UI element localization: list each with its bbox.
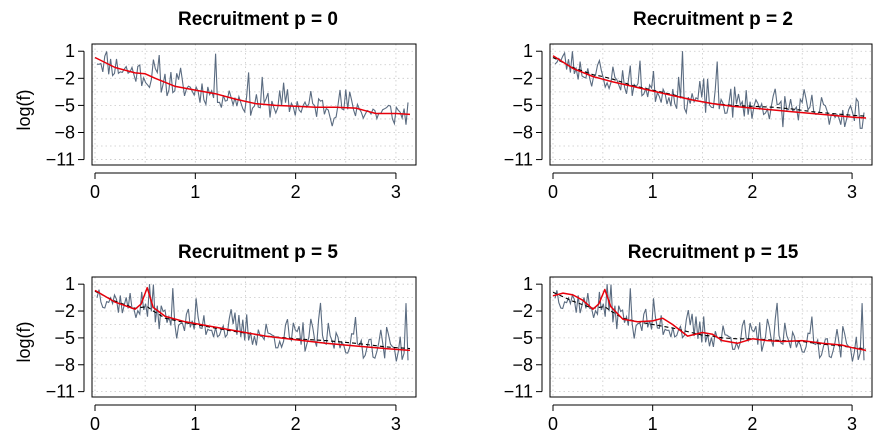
x-tick-label: 3 [391,414,401,434]
x-tick-label: 3 [847,414,857,434]
chart-title: Recruitment p = 2 [633,9,793,30]
x-tick-label: 2 [291,414,301,434]
y-tick-label: −5 [54,95,75,115]
y-tick-label: −8 [54,355,75,375]
y-tick-label: −2 [54,68,75,88]
y-tick-label: −11 [46,382,75,402]
x-tick-label: 0 [90,182,100,202]
x-tick-label: 2 [747,414,757,434]
y-tick-label: −8 [512,355,533,375]
chart-panel-p5: Recruitment p = 5 log(f) 1 −2 −5 −8 −11 0 1 2 3 [14,242,417,434]
y-tick-label: 1 [65,274,75,294]
x-tick-label: 2 [747,182,757,202]
chart-panel-p15: Recruitment p = 15 1 −2 −5 −8 −11 0 1 2 3 [504,242,873,434]
chart-panel-p2: Recruitment p = 2 1 −2 −5 −8 −11 0 1 2 3 [504,9,873,202]
y-tick-label: −11 [504,150,533,170]
smooth-estimate-line [94,286,411,352]
y-axis-label: log(f) [14,89,34,130]
y-tick-label: −11 [46,150,75,170]
y-tick-label: −8 [512,122,533,142]
smooth-estimate-line [94,56,411,116]
y-tick-label: 1 [523,41,533,61]
chart-title: Recruitment p = 15 [628,242,799,263]
y-tick-label: −5 [512,95,533,115]
raw-periodogram-line [554,51,865,129]
y-tick-label: 1 [65,41,75,61]
y-tick-label: −11 [504,382,533,402]
y-tick-label: −2 [512,68,533,88]
plot-box [549,43,873,166]
plot-box [91,43,417,166]
x-tick-label: 1 [648,182,658,202]
smooth-estimate-line [552,55,867,119]
x-tick-label: 2 [291,182,301,202]
y-tick-label: −8 [54,122,75,142]
y-tick-label: 1 [523,274,533,294]
chart-title: Recruitment p = 5 [178,242,338,263]
x-tick-label: 3 [847,182,857,202]
plot-box [549,276,873,398]
x-tick-label: 0 [548,182,558,202]
plot-box [91,276,417,398]
y-tick-label: −2 [512,301,533,321]
x-tick-label: 1 [190,414,200,434]
x-tick-label: 1 [648,414,658,434]
reference-line [552,57,867,117]
smooth-estimate-line [552,288,867,352]
raw-periodogram-line [554,284,865,362]
y-axis-label: log(f) [14,321,34,362]
chart-panel-p0: Recruitment p = 0 log(f) 1 −2 −5 −8 −11 0 1 2 3 [14,9,417,202]
raw-periodogram-line [96,51,409,127]
x-tick-label: 1 [190,182,200,202]
y-tick-label: −5 [54,328,75,348]
reference-line [94,290,411,350]
x-tick-label: 0 [548,414,558,434]
x-tick-label: 0 [90,414,100,434]
y-tick-label: −2 [54,301,75,321]
chart-title: Recruitment p = 0 [178,9,338,30]
x-tick-label: 3 [391,182,401,202]
y-tick-label: −5 [512,328,533,348]
